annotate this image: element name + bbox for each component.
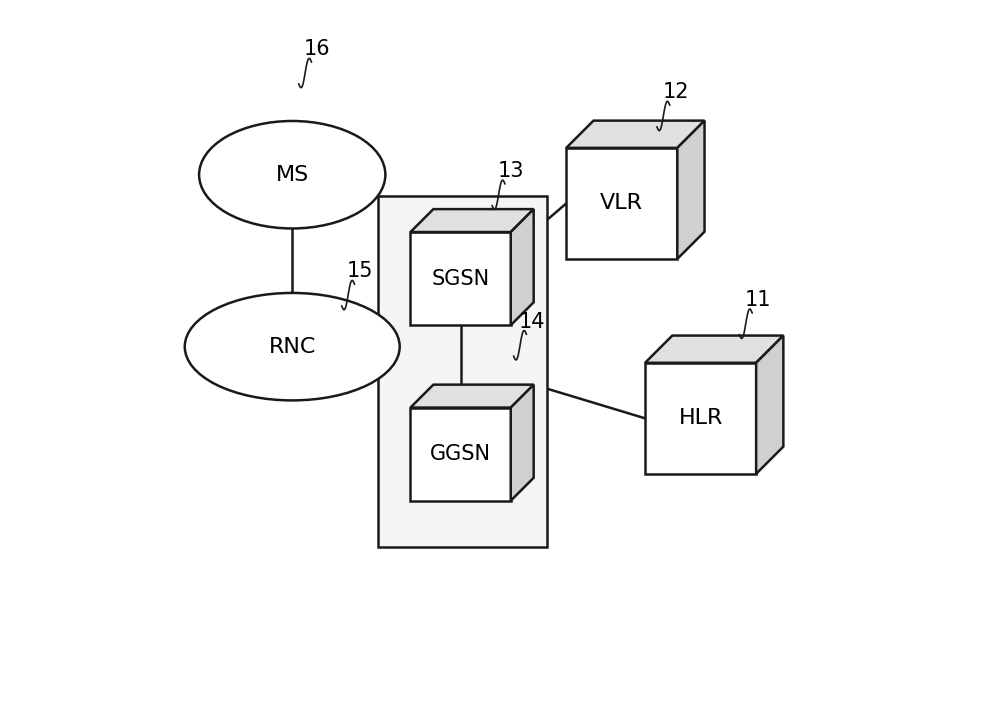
Polygon shape xyxy=(566,121,705,148)
Polygon shape xyxy=(410,385,534,407)
Polygon shape xyxy=(756,336,783,474)
Polygon shape xyxy=(410,209,534,232)
Polygon shape xyxy=(645,362,756,474)
Polygon shape xyxy=(677,121,705,259)
Text: 15: 15 xyxy=(347,261,374,282)
Polygon shape xyxy=(410,232,511,325)
Text: MS: MS xyxy=(276,165,309,185)
Text: 16: 16 xyxy=(304,39,331,59)
Text: HLR: HLR xyxy=(678,409,723,428)
Polygon shape xyxy=(378,196,547,547)
Polygon shape xyxy=(511,385,534,500)
Polygon shape xyxy=(511,209,534,325)
Text: RNC: RNC xyxy=(269,336,316,357)
Text: 14: 14 xyxy=(519,312,545,331)
Polygon shape xyxy=(410,407,511,500)
Text: 12: 12 xyxy=(662,82,689,103)
Polygon shape xyxy=(645,336,783,362)
Polygon shape xyxy=(566,148,677,259)
Text: VLR: VLR xyxy=(600,193,643,214)
Text: GGSN: GGSN xyxy=(430,444,491,464)
Ellipse shape xyxy=(199,121,385,228)
Text: 13: 13 xyxy=(497,161,524,181)
Ellipse shape xyxy=(185,293,400,401)
Text: 11: 11 xyxy=(745,290,771,310)
Text: SGSN: SGSN xyxy=(432,269,490,289)
